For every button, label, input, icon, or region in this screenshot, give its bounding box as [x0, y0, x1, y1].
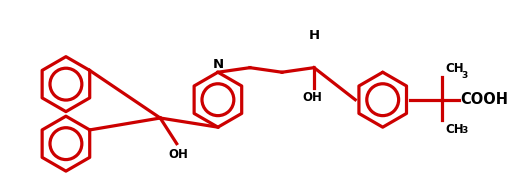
Text: OH: OH	[169, 148, 188, 161]
Text: N: N	[212, 58, 224, 71]
Text: 3: 3	[461, 126, 468, 135]
Text: COOH: COOH	[461, 92, 508, 107]
Text: 3: 3	[461, 71, 468, 80]
Text: H: H	[308, 29, 320, 42]
Text: CH: CH	[445, 62, 464, 75]
Text: CH: CH	[445, 123, 464, 136]
Text: OH: OH	[302, 91, 322, 104]
